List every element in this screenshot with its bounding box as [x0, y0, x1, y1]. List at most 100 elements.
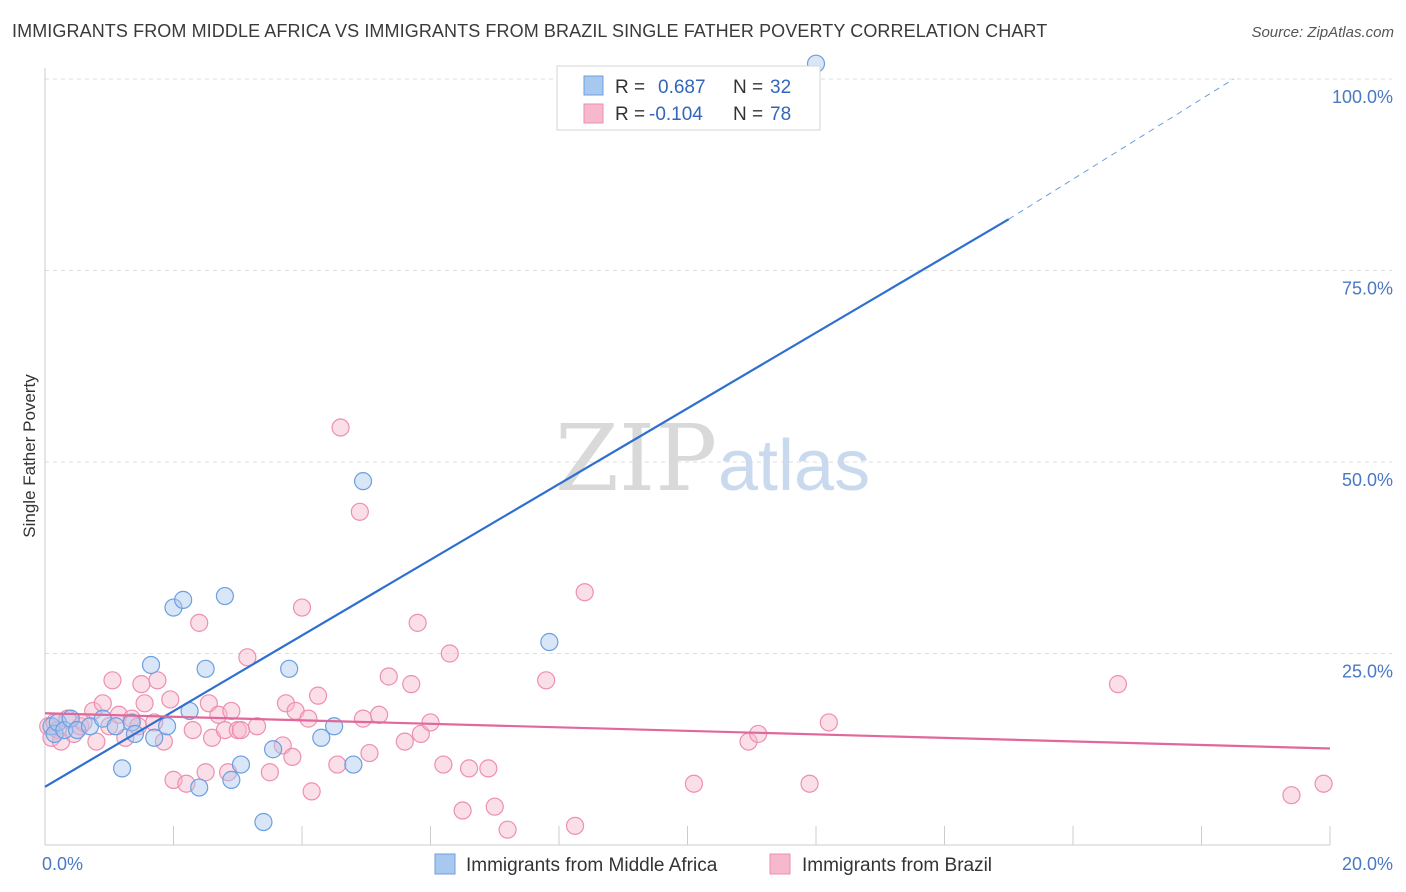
brazil-point-41 [276, 694, 296, 713]
bottom-legend-label-middle-africa: Immigrants from Middle Africa [466, 855, 718, 876]
x-tick-labels: 0.0% 20.0% [42, 854, 1393, 874]
watermark: ZIP atlas [555, 405, 870, 512]
brazil-point-54 [379, 667, 398, 686]
y-tick-labels: 25.0% 50.0% 75.0% 100.0% [1332, 87, 1393, 682]
middle-africa-point-18 [190, 778, 209, 797]
bottom-legend-label-brazil: Immigrants from Brazil [802, 855, 992, 876]
brazil-point-28 [196, 763, 215, 782]
middle-africa-point-3 [55, 720, 74, 740]
brazil-point-47 [308, 686, 328, 705]
middle-africa-point-10 [122, 713, 141, 732]
trend-lines [44, 78, 1331, 788]
middle-africa-point-23 [254, 812, 273, 832]
brazil-point-75 [1282, 786, 1301, 805]
brazil-point-53 [370, 705, 389, 724]
middle-africa-point-16 [174, 590, 193, 609]
source-credit: Source: ZipAtlas.com [1251, 24, 1394, 41]
brazil-point-26 [183, 720, 202, 740]
brazil-point-76 [1314, 774, 1333, 793]
brazil-point-73 [800, 774, 819, 793]
middle-africa-point-25 [280, 659, 299, 678]
brazil-point-39 [260, 763, 279, 782]
middle-africa-point-15 [164, 598, 183, 617]
middle-africa-point-28 [344, 755, 363, 774]
brazil-point-67 [537, 671, 556, 690]
brazil-point-56 [402, 675, 421, 694]
legend-n-label-pink: N = [733, 104, 763, 125]
legend-r-label-pink: R = [615, 104, 645, 125]
middle-africa-point-19 [196, 659, 215, 678]
brazil-point-42 [283, 747, 302, 767]
brazil-point-69 [575, 583, 594, 602]
brazil-point-74 [1108, 675, 1128, 694]
middle-africa-point-22 [231, 755, 251, 774]
brazil-point-32 [215, 720, 234, 740]
brazil-point-34 [222, 701, 241, 721]
middle-africa-point-8 [106, 717, 125, 736]
legend-swatch-blue [583, 75, 604, 96]
brazil-point-22 [154, 732, 173, 751]
series-brazil-points [39, 418, 1333, 839]
brazil-point-44 [292, 598, 312, 617]
y-tick-label-1: 50.0% [1342, 470, 1393, 490]
middle-africa-point-12 [141, 655, 161, 675]
legend-r-label-blue: R = [615, 77, 645, 98]
middle-africa-point-20 [215, 586, 234, 606]
brazil-point-63 [459, 759, 479, 778]
brazil-point-46 [302, 782, 321, 801]
x-tick-label-1: 20.0% [1342, 854, 1393, 874]
brazil-point-19 [135, 694, 154, 713]
brazil-point-37 [238, 648, 257, 667]
y-tick-label-0: 25.0% [1342, 662, 1393, 682]
brazil-point-27 [190, 613, 209, 632]
x-tick-label-0: 0.0% [42, 854, 83, 874]
bottom-legend: Immigrants from Middle Africa Immigrants… [434, 853, 992, 876]
brazil-point-57 [408, 613, 427, 632]
brazil-point-10 [87, 732, 106, 751]
brazil-point-55 [395, 732, 414, 751]
legend-r-value-blue: 0.687 [658, 77, 706, 98]
middle-africa-point-29 [353, 472, 373, 491]
middle-africa-point-26 [312, 728, 331, 747]
middle-africa-trend-extension [1008, 78, 1234, 220]
brazil-point-65 [485, 797, 504, 816]
y-axis-label: Single Father Poverty [20, 374, 39, 538]
middle-africa-point-21 [222, 770, 241, 789]
chart-title: IMMIGRANTS FROM MIDDLE AFRICA VS IMMIGRA… [12, 21, 1048, 41]
brazil-point-13 [103, 671, 122, 690]
axes [44, 68, 1331, 846]
brazil-point-51 [353, 709, 373, 728]
middle-africa-point-1 [45, 724, 64, 744]
middle-africa-point-9 [112, 759, 132, 778]
series-middle-africa-points [42, 54, 826, 832]
brazil-point-23 [161, 690, 180, 709]
brazil-point-45 [299, 709, 318, 728]
middle-africa-point-13 [145, 728, 164, 747]
middle-africa-point-30 [540, 632, 559, 652]
brazil-point-77 [819, 713, 838, 732]
legend-swatch-pink [583, 103, 604, 124]
brazil-point-18 [132, 675, 151, 694]
middle-africa-point-14 [157, 717, 177, 736]
middle-africa-trend-line [44, 218, 1010, 788]
y-tick-label-2: 75.0% [1342, 279, 1393, 299]
brazil-point-68 [565, 816, 585, 835]
legend-n-value-pink: 78 [770, 104, 791, 125]
brazil-point-38 [247, 717, 267, 736]
brazil-point-48 [328, 755, 347, 774]
brazil-point-70 [684, 774, 704, 793]
bottom-legend-swatch-pink [769, 853, 791, 875]
legend-n-label-blue: N = [733, 77, 763, 98]
brazil-point-49 [331, 418, 350, 437]
brazil-point-11 [93, 694, 112, 713]
brazil-point-50 [350, 502, 369, 521]
watermark-atlas: atlas [718, 426, 870, 506]
brazil-point-61 [440, 644, 459, 663]
brazil-trend-line [44, 712, 1331, 750]
brazil-point-36 [231, 720, 251, 740]
brazil-point-52 [360, 743, 379, 763]
legend-r-value-pink: -0.104 [649, 104, 703, 125]
brazil-point-66 [498, 820, 517, 839]
legend-n-value-blue: 32 [770, 77, 791, 98]
